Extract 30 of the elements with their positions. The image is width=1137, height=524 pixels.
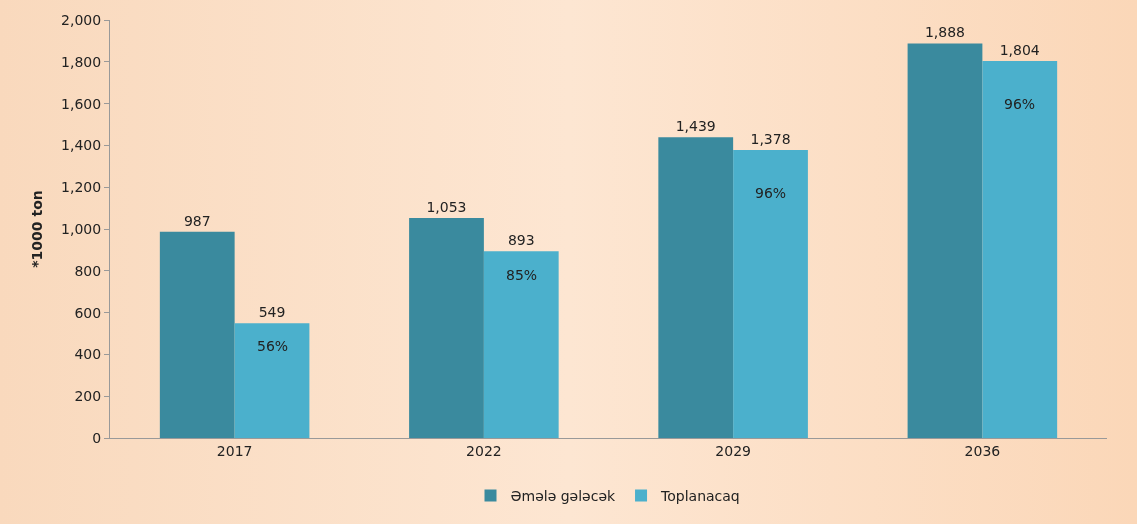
y-tick-label: 1,800 xyxy=(61,53,102,70)
y-tick-label: 1,200 xyxy=(61,179,102,196)
y-tick-label: 0 xyxy=(92,429,102,446)
data-label: 1,804 xyxy=(999,41,1040,58)
data-label: 549 xyxy=(258,304,286,321)
data-label: 987 xyxy=(183,212,211,229)
legend-label: Toplanacaq xyxy=(660,487,740,504)
annotation: 96% xyxy=(755,185,787,201)
x-tick-label: 2036 xyxy=(964,442,1001,459)
y-tick-label: 1,000 xyxy=(61,220,102,237)
y-tick-label: 200 xyxy=(74,388,102,405)
y-tick-label: 1,600 xyxy=(61,95,102,112)
data-label: 1,888 xyxy=(924,24,966,41)
legend-label: Əmələ gələcək xyxy=(510,487,617,504)
data-label: 1,439 xyxy=(675,118,716,135)
x-tick-label: 2017 xyxy=(216,442,253,459)
x-tick-label: 2029 xyxy=(715,442,751,459)
annotation: 56% xyxy=(257,338,289,354)
y-tick-label: 800 xyxy=(74,262,102,279)
annotation: 96% xyxy=(1004,96,1036,112)
y-tick-label: 400 xyxy=(74,346,102,363)
y-tick-label: 600 xyxy=(74,304,102,321)
annotation: 85% xyxy=(506,267,538,283)
x-tick-label: 2022 xyxy=(466,442,502,459)
data-label: 1,053 xyxy=(426,198,467,215)
data-label: 1,378 xyxy=(750,131,791,147)
data-label: 893 xyxy=(507,232,535,249)
y-tick-label: 2,000 xyxy=(61,11,102,28)
y-tick-label: 1,400 xyxy=(61,137,102,154)
y-axis-title: *1000 ton xyxy=(28,190,45,268)
